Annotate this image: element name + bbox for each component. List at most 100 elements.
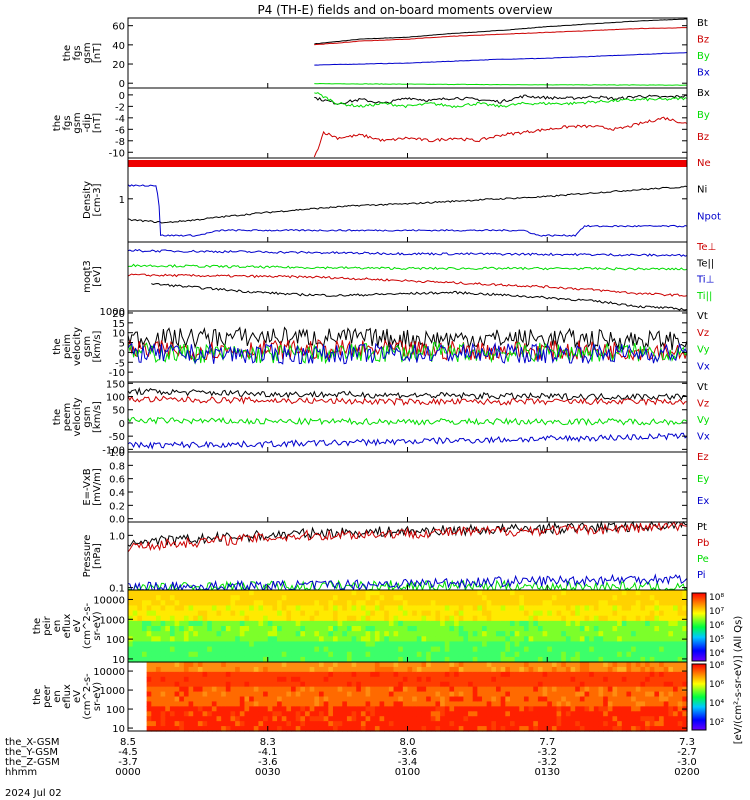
spectrogram-cell — [332, 631, 339, 637]
spectrogram-cell — [155, 620, 162, 627]
spectrogram-cell — [449, 662, 455, 668]
spectrogram-cell — [523, 651, 530, 658]
spectrogram-cell — [621, 716, 628, 722]
spectrogram-cell — [384, 626, 390, 632]
spectrogram-cell — [281, 600, 287, 607]
spectrogram-cell — [547, 696, 553, 703]
spectrogram-cell — [174, 626, 180, 632]
spectrogram-cell — [174, 711, 180, 717]
spectrogram-cell — [388, 641, 395, 648]
spectrogram-cell — [458, 620, 464, 627]
spectrogram-cell — [514, 711, 520, 717]
spectrogram-cell — [463, 696, 469, 703]
spectrogram-cell — [426, 726, 432, 732]
spectrogram-cell — [188, 681, 194, 688]
spectrogram-cell — [468, 590, 474, 596]
spectrogram-cell — [477, 681, 483, 688]
series-ti-line — [127, 248, 688, 257]
spectrogram-cell — [323, 600, 329, 607]
spectrogram-cell — [654, 636, 660, 643]
spectrogram-cell — [421, 696, 427, 703]
spectrogram-cell — [645, 662, 651, 668]
spectrogram-cell — [258, 610, 264, 617]
spectrogram-cell — [323, 701, 329, 707]
spectrogram-cell — [249, 615, 255, 622]
spectrogram-cell — [314, 620, 320, 627]
spectrogram-cell — [565, 626, 572, 632]
spectrogram-cell — [635, 641, 642, 648]
spectrogram-cell — [663, 626, 669, 632]
spectrogram-cell — [295, 646, 301, 653]
spectrogram-cell — [430, 600, 437, 607]
spectrogram-cell — [295, 600, 301, 607]
spectrogram-cell — [407, 686, 413, 693]
spectrogram-cell — [314, 662, 320, 668]
spectrogram-cell — [416, 646, 423, 653]
spectrogram-cell — [239, 666, 246, 673]
spectrogram-cell — [244, 626, 250, 632]
spectrogram-cell — [677, 646, 683, 653]
spectrogram-cell — [635, 662, 642, 668]
spectrogram-cell — [202, 721, 208, 727]
spectrogram-cell — [421, 706, 427, 712]
spectrogram-cell — [407, 595, 413, 601]
spectrogram-cell — [211, 676, 218, 683]
spectrogram-cell — [272, 656, 278, 663]
spectrogram-cell — [239, 686, 246, 693]
spectrogram-cell — [253, 706, 260, 712]
spectrogram-cell — [440, 686, 446, 693]
spectrogram-cell — [384, 646, 390, 653]
spectrogram-cell — [626, 600, 632, 607]
spectrogram-cell — [570, 726, 576, 732]
spectrogram-cell — [570, 716, 576, 722]
spectrogram-cell — [323, 610, 329, 617]
spectrogram-cell — [253, 600, 260, 607]
spectrogram-cell — [542, 626, 548, 632]
spectrogram-cell — [477, 590, 483, 596]
spectrogram-cell — [384, 636, 390, 643]
y-tick-label: 0 — [119, 91, 125, 102]
spectrogram-cell — [584, 662, 590, 668]
spectrogram-cell — [612, 656, 618, 663]
spectrogram-cell — [179, 620, 185, 627]
spectrogram-cell — [258, 706, 264, 712]
spectrogram-cell — [211, 696, 218, 703]
spectrogram-cell — [663, 681, 669, 688]
spectrogram-cell — [244, 605, 250, 612]
y-tick-label: 5 — [119, 339, 125, 350]
spectrogram-cell — [584, 691, 590, 698]
spectrogram-cell — [570, 620, 576, 627]
spectrogram-cell — [486, 600, 492, 607]
ephemeris-value: -4.1 — [258, 747, 278, 758]
spectrogram-cell — [141, 610, 148, 617]
spectrogram-cell — [589, 615, 595, 622]
spectrogram-cell — [663, 590, 669, 596]
spectrogram-cell — [458, 641, 464, 648]
spectrogram-cell — [221, 676, 227, 683]
spectrogram-cell — [193, 626, 199, 632]
spectrogram-cell — [291, 716, 297, 722]
spectrogram-cell — [579, 696, 586, 703]
spectrogram-cell — [197, 706, 204, 712]
spectrogram-cell — [523, 721, 530, 727]
spectrogram-cell — [346, 711, 353, 717]
spectrogram-cell — [603, 666, 609, 673]
spectrogram-cell — [416, 686, 423, 693]
spectrogram-cell — [435, 691, 441, 698]
spectrogram-cell — [673, 711, 679, 717]
spectrogram-cell — [384, 595, 390, 601]
spectrogram-cell — [332, 686, 339, 693]
spectrogram-cell — [598, 641, 604, 648]
spectrogram-cell — [449, 631, 455, 637]
spectrogram-cell — [598, 626, 604, 632]
spectrogram-cell — [663, 701, 669, 707]
spectrogram-cell — [267, 691, 274, 698]
y-tick-label: -10 — [109, 148, 125, 159]
spectrogram-cell — [645, 631, 651, 637]
series-bt-line — [314, 18, 688, 45]
spectrogram-cell — [253, 686, 260, 693]
spectrogram-cell — [211, 600, 218, 607]
spectrogram-cell — [505, 600, 511, 607]
spectrogram-cell — [519, 701, 525, 707]
spectrogram-cell — [519, 600, 525, 607]
